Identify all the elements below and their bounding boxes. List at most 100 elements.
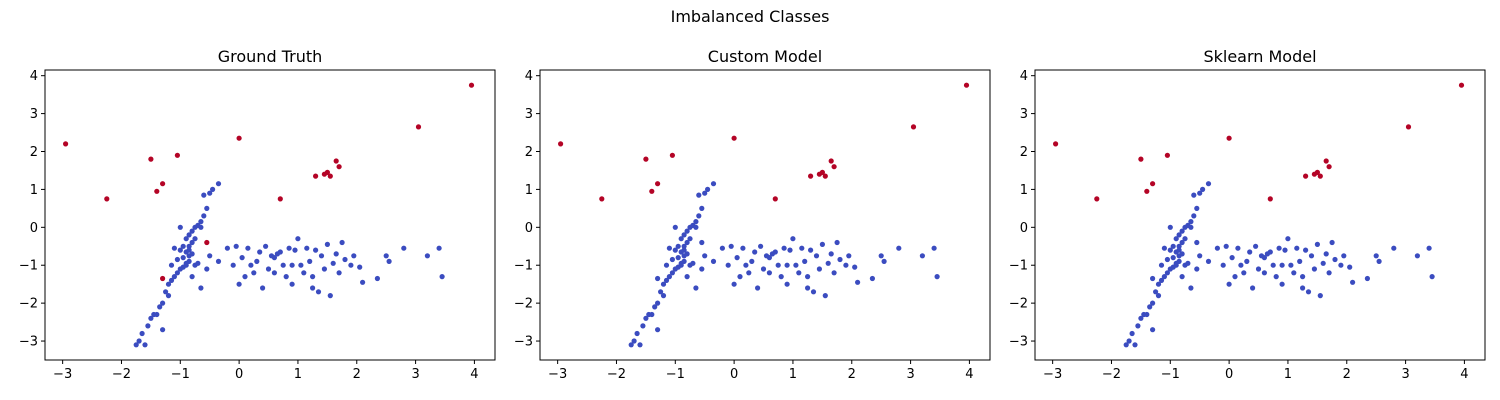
scatter-point-class-0: [1158, 277, 1165, 283]
scatter-point-class-0: [672, 247, 678, 253]
scatter-point-class-0: [793, 262, 799, 268]
scatter-point-class-0: [1158, 262, 1165, 268]
scatter-point-class-0: [896, 245, 902, 251]
x-tick-label: −2: [1102, 367, 1121, 382]
scatter-point-class-0: [1364, 275, 1370, 282]
scatter-point-class-0: [248, 262, 254, 268]
scatter-point-class-0: [207, 190, 213, 196]
y-tick-label: −2: [514, 297, 533, 312]
scatter-point-class-0: [802, 258, 808, 264]
scatter-point-class-1: [1138, 156, 1144, 162]
scatter-point-class-0: [1173, 236, 1179, 242]
scatter-point-class-0: [307, 258, 313, 264]
scatter-point-class-0: [1176, 258, 1182, 264]
scatter-point-class-1: [174, 152, 180, 158]
axes-frame: [1034, 69, 1486, 361]
scatter-point-class-0: [242, 274, 248, 280]
y-tick-label: −1: [1009, 259, 1028, 274]
scatter-point-class-0: [1285, 236, 1291, 242]
scatter-points: [558, 82, 970, 348]
scatter-point-class-0: [1261, 255, 1267, 261]
scatter-point-class-0: [283, 274, 289, 280]
scatter-point-class-0: [825, 260, 831, 266]
scatter-point-class-0: [263, 243, 269, 249]
scatter-point-class-0: [1314, 241, 1320, 247]
scatter-point-class-0: [1241, 270, 1247, 276]
scatter-point-class-1: [822, 173, 828, 179]
scatter-point-class-0: [383, 253, 389, 259]
scatter-point-class-0: [1161, 245, 1167, 251]
scatter-point-class-1: [1303, 173, 1309, 179]
scatter-point-class-0: [1194, 205, 1200, 211]
scatter-point-class-0: [254, 258, 260, 264]
scatter-point-class-0: [171, 245, 177, 251]
scatter-point-class-0: [1147, 304, 1153, 310]
x-tick-label: −1: [171, 367, 190, 382]
scatter-point-class-1: [333, 158, 339, 164]
scatter-point-class-0: [731, 281, 737, 287]
scatter-point-class-0: [1347, 264, 1353, 270]
scatter-point-class-0: [165, 293, 172, 299]
scatter-point-class-0: [781, 245, 787, 251]
scatter-point-class-0: [666, 274, 673, 280]
scatter-point-class-0: [834, 239, 840, 246]
scatter-point-class-1: [1458, 82, 1465, 88]
scatter-point-class-0: [663, 277, 670, 283]
scatter-point-class-0: [749, 258, 755, 264]
scatter-point-class-0: [710, 181, 717, 187]
scatter-point-class-0: [684, 251, 690, 257]
scatter-point-class-0: [1391, 245, 1397, 251]
scatter-point-class-0: [148, 315, 154, 321]
scatter-point-class-0: [1279, 262, 1285, 268]
scatter-point-class-0: [699, 205, 705, 211]
scatter-point-class-0: [1426, 245, 1432, 251]
scatter-point-class-1: [277, 196, 283, 202]
scatter-point-class-0: [339, 239, 345, 246]
scatter-point-class-0: [1197, 253, 1203, 259]
scatter-point-class-0: [681, 258, 687, 264]
scatter-point-class-0: [286, 245, 292, 251]
scatter-point-class-1: [148, 156, 154, 162]
scatter-point-class-0: [239, 255, 245, 261]
scatter-point-class-0: [919, 253, 926, 259]
scatter-point-class-1: [1144, 188, 1150, 194]
scatter-point-class-0: [1226, 281, 1232, 287]
scatter-point-class-1: [1323, 158, 1329, 164]
scatter-point-class-1: [828, 158, 834, 164]
y-tick-label: 2: [30, 145, 38, 160]
scatter-point-class-0: [142, 342, 148, 348]
scatter-point-class-0: [822, 293, 828, 299]
scatter-point-class-0: [160, 300, 166, 306]
scatter-point-class-0: [324, 241, 330, 247]
scatter-point-class-0: [640, 323, 646, 329]
scatter-point-class-0: [1235, 245, 1241, 251]
scatter-point-class-0: [201, 192, 207, 198]
scatter-point-class-0: [628, 342, 634, 348]
scatter-point-class-0: [301, 270, 307, 276]
scatter-point-class-0: [1376, 258, 1382, 264]
scatter-point-class-0: [705, 186, 711, 192]
x-tick-label: −3: [53, 367, 72, 382]
subplot-title: Sklearn Model: [1203, 47, 1316, 66]
scatter-point-class-0: [881, 258, 887, 264]
subplot-custom-model: Custom Model −3 −2 −1 0 1 2 3 4 −3 −2 −1 0 1 2 3 4: [514, 47, 991, 382]
scatter-point-class-1: [1094, 196, 1100, 202]
scatter-point-class-0: [1155, 293, 1162, 299]
scatter-point-class-0: [878, 253, 884, 259]
scatter-point-class-1: [808, 173, 814, 179]
scatter-point-class-1: [204, 239, 210, 246]
scatter-point-class-0: [734, 255, 740, 261]
scatter-point-class-0: [210, 186, 216, 192]
scatter-point-class-0: [1176, 232, 1182, 238]
scatter-point-class-0: [136, 338, 142, 344]
scatter-point-class-0: [719, 245, 726, 251]
scatter-point-class-0: [660, 293, 667, 299]
scatter-point-class-0: [357, 264, 363, 270]
x-tick-label: 3: [411, 367, 419, 382]
scatter-point-class-1: [336, 164, 342, 170]
scatter-point-class-0: [775, 262, 781, 268]
scatter-point-class-0: [675, 255, 681, 261]
scatter-point-class-1: [313, 173, 319, 179]
scatter-point-class-1: [819, 169, 826, 175]
x-tick-label: −3: [548, 367, 567, 382]
